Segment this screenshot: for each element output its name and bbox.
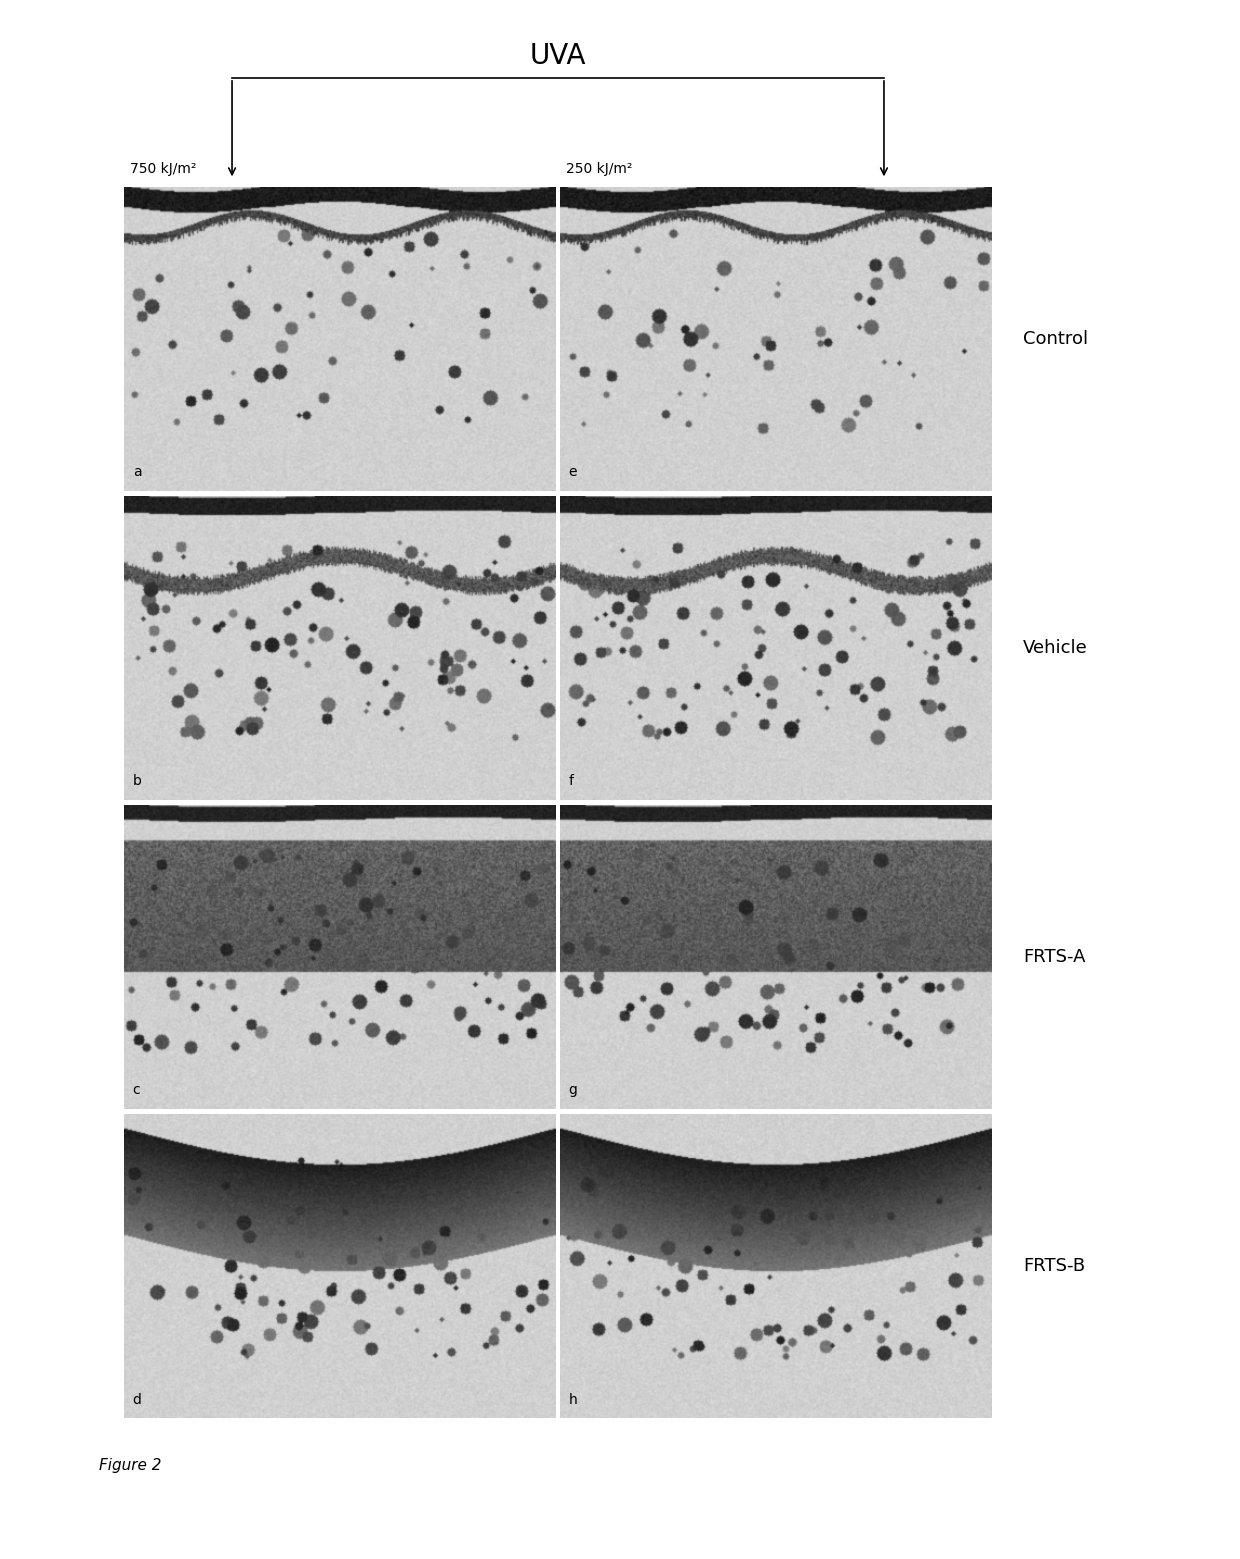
Text: Vehicle: Vehicle [1023,639,1087,658]
Text: e: e [568,465,577,479]
Text: g: g [568,1084,578,1098]
Text: Control: Control [1023,331,1089,348]
Text: h: h [568,1392,578,1406]
Text: c: c [133,1084,140,1098]
Text: b: b [133,775,141,789]
Text: Figure 2: Figure 2 [99,1458,161,1473]
Text: UVA: UVA [529,42,587,70]
Text: FRTS-B: FRTS-B [1023,1258,1085,1275]
Text: 250 kJ/m²: 250 kJ/m² [567,162,632,176]
Text: a: a [133,465,141,479]
Text: f: f [568,775,574,789]
Text: FRTS-A: FRTS-A [1023,948,1085,967]
Text: 750 kJ/m²: 750 kJ/m² [130,162,197,176]
Text: d: d [133,1392,141,1406]
